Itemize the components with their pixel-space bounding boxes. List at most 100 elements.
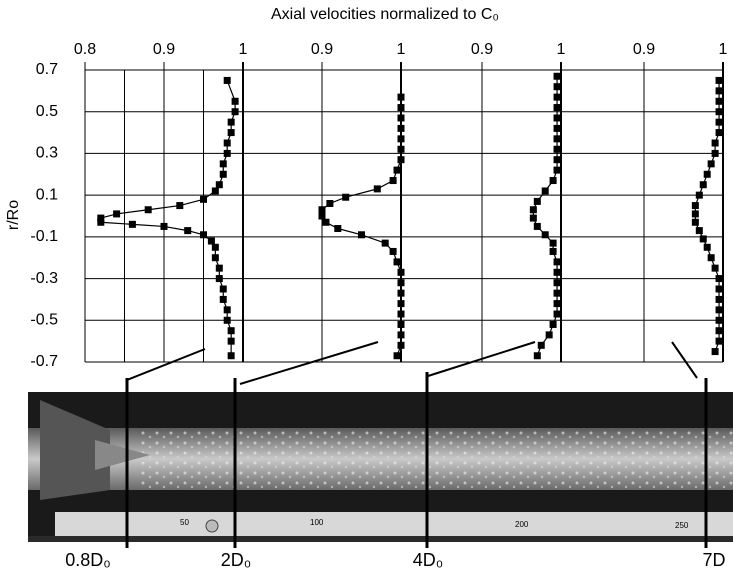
marker [529, 214, 537, 222]
svg-text:100: 100 [310, 518, 324, 527]
marker [219, 160, 227, 168]
marker [711, 348, 719, 356]
chart-title: Axial velocities normalized to C₀ [271, 6, 499, 23]
marker [533, 197, 541, 205]
y-tick-label: -0.3 [30, 270, 58, 287]
marker [144, 206, 152, 214]
profile-line [100, 80, 236, 356]
marker [691, 210, 699, 218]
x-tick-label: 0.8 [74, 41, 96, 58]
marker [695, 227, 703, 235]
marker [553, 310, 561, 318]
y-tick-label: -0.1 [30, 228, 58, 245]
marker [113, 210, 121, 218]
marker [389, 177, 397, 185]
x-tick-label: 0.9 [471, 41, 493, 58]
x-tick-label: 0.9 [633, 41, 655, 58]
marker [227, 129, 235, 137]
marker [211, 243, 219, 251]
marker [553, 258, 561, 266]
marker [549, 239, 557, 247]
y-tick-label: 0.3 [36, 145, 58, 162]
marker [397, 93, 405, 101]
marker [97, 218, 105, 226]
x-tick-label: 0.9 [153, 41, 175, 58]
marker [715, 306, 723, 314]
marker [715, 87, 723, 95]
profile-line [694, 80, 720, 352]
position-label: 7D [702, 550, 725, 570]
svg-text:250: 250 [675, 521, 689, 530]
marker [215, 264, 223, 272]
marker [322, 218, 330, 226]
marker [207, 237, 215, 245]
marker [227, 327, 235, 335]
marker [541, 231, 549, 239]
marker [334, 225, 342, 233]
x-tick-label: 1 [719, 41, 728, 58]
marker [545, 331, 553, 339]
marker [715, 76, 723, 84]
svg-text:200: 200 [515, 520, 529, 529]
marker [219, 285, 227, 293]
marker [553, 124, 561, 132]
marker [219, 295, 227, 303]
marker [397, 156, 405, 164]
marker [342, 193, 350, 201]
marker [397, 289, 405, 297]
profile-line [321, 97, 402, 356]
y-tick-label: 0.1 [36, 186, 58, 203]
x-tick-label: 0.9 [311, 41, 333, 58]
marker [393, 352, 401, 360]
marker [553, 268, 561, 276]
marker [128, 220, 136, 228]
marker [707, 160, 715, 168]
marker [231, 108, 239, 116]
marker [397, 268, 405, 276]
marker [176, 202, 184, 210]
marker [715, 337, 723, 345]
marker [553, 72, 561, 80]
marker [223, 316, 231, 324]
marker [715, 108, 723, 116]
marker [219, 170, 227, 178]
marker [397, 310, 405, 318]
marker [703, 243, 711, 251]
marker [533, 352, 541, 360]
marker [715, 316, 723, 324]
marker [200, 195, 207, 203]
marker [223, 76, 231, 84]
photo: 50 100 200 250 [28, 392, 733, 542]
marker [541, 187, 549, 195]
marker [553, 300, 561, 308]
marker [397, 331, 405, 339]
marker [184, 227, 192, 235]
marker [397, 124, 405, 132]
marker [715, 129, 723, 137]
marker [211, 187, 219, 195]
x-tick-label: 1 [557, 41, 566, 58]
marker [553, 135, 561, 143]
marker [381, 239, 389, 247]
marker [711, 149, 719, 157]
marker [393, 258, 401, 266]
marker [553, 104, 561, 112]
marker [715, 118, 723, 126]
marker [227, 118, 235, 126]
marker [397, 341, 405, 349]
marker [691, 202, 699, 210]
marker [715, 295, 723, 303]
marker [715, 327, 723, 335]
marker [553, 83, 561, 91]
marker [715, 275, 723, 283]
marker [715, 97, 723, 105]
marker [533, 222, 541, 230]
marker [553, 145, 561, 153]
profile-line [532, 76, 558, 356]
y-tick-label: 0.5 [36, 103, 58, 120]
marker [160, 222, 168, 230]
marker [397, 135, 405, 143]
marker [223, 306, 231, 314]
marker [215, 181, 223, 189]
